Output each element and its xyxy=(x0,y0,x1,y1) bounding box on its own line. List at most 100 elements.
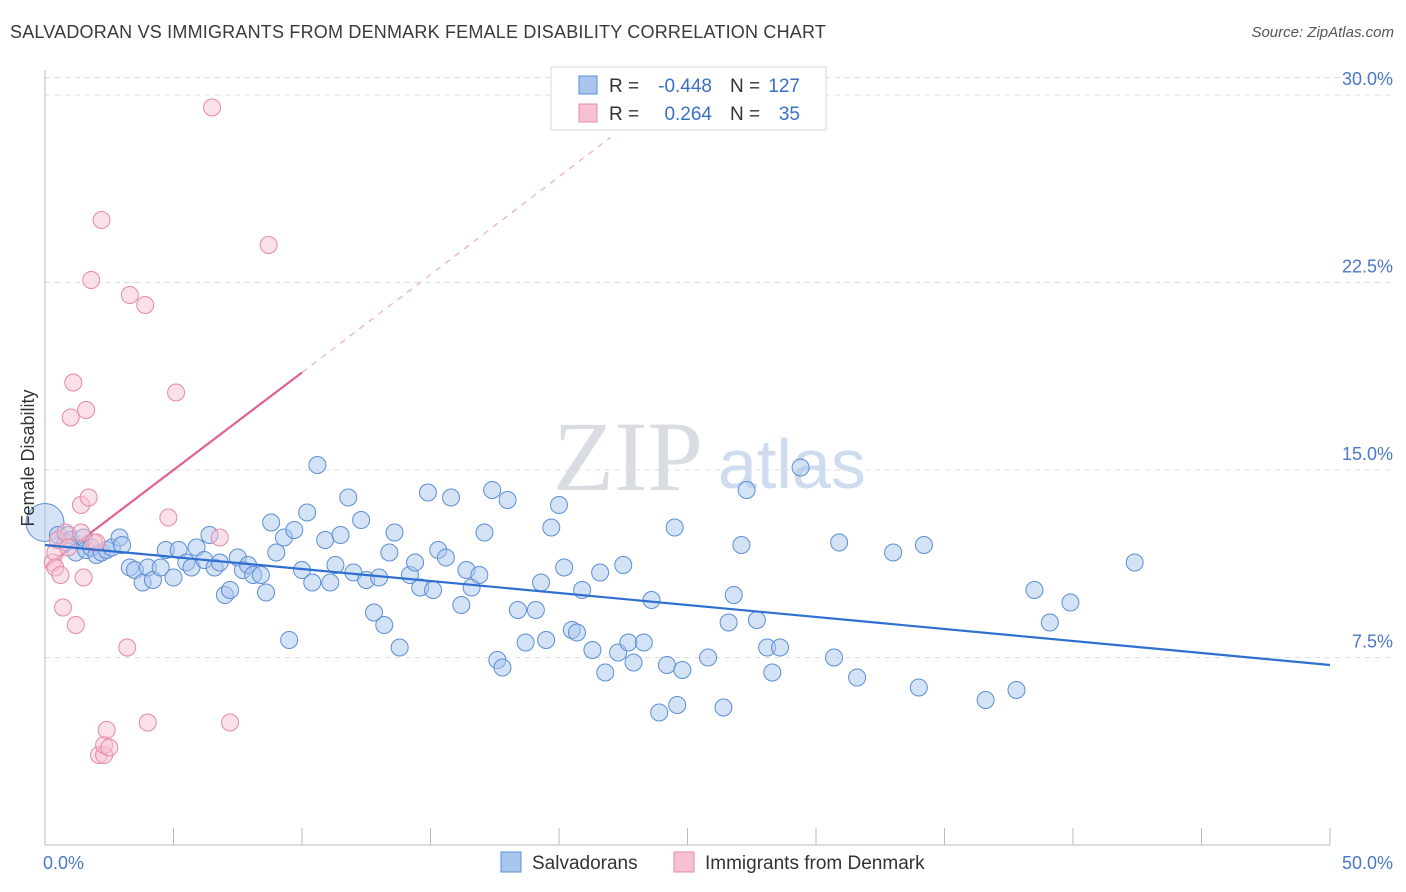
denmark-point-31 xyxy=(203,98,222,117)
salvadoran-point-118 xyxy=(909,678,928,697)
series-legend-pink-swatch xyxy=(673,851,695,873)
denmark-point-14 xyxy=(77,401,96,419)
series-legend: Salvadorans Immigrants from Denmark xyxy=(500,851,925,874)
watermark: ZIP atlas xyxy=(553,401,866,512)
salvadoran-point-86 xyxy=(555,558,574,577)
salvadoran-point-83 xyxy=(537,631,556,649)
salvadoran-point-108 xyxy=(737,481,756,499)
salvadoran-point-39 xyxy=(262,513,281,532)
denmark-point-30 xyxy=(167,383,186,402)
chart-title: SALVADORAN VS IMMIGRANTS FROM DENMARK FE… xyxy=(10,22,827,42)
series-legend-denmark: Immigrants from Denmark xyxy=(705,853,925,874)
salvadoran-point-69 xyxy=(442,488,461,507)
salvadoran-point-20 xyxy=(151,558,170,577)
salvadoran-point-107 xyxy=(732,536,751,554)
salvadoran-point-75 xyxy=(483,481,502,499)
salvadoran-point-104 xyxy=(714,698,733,717)
salvadoran-point-121 xyxy=(1007,681,1026,699)
denmark-point-15 xyxy=(79,488,98,507)
salvadoran-point-95 xyxy=(619,633,638,652)
legend-r-label-2: R = xyxy=(609,104,639,125)
salvadoran-point-43 xyxy=(285,521,304,539)
denmark-point-34 xyxy=(259,236,278,254)
series-legend-blue-swatch xyxy=(500,851,522,873)
y-axis-label: Female Disability xyxy=(18,389,38,526)
salvadoran-point-116 xyxy=(848,668,867,687)
salvadoran-point-60 xyxy=(385,523,404,542)
salvadoran-point-98 xyxy=(650,703,669,722)
legend-blue-swatch xyxy=(578,75,598,95)
salvadoran-point-113 xyxy=(791,458,810,477)
x-tick-label-min: 0.0% xyxy=(43,853,84,873)
y-tick-label-1: 15.0% xyxy=(1342,444,1393,464)
denmark-point-6 xyxy=(56,523,75,542)
denmark-point-18 xyxy=(87,533,106,552)
salvadoran-point-81 xyxy=(526,601,545,619)
denmark-trend-extension xyxy=(301,137,611,373)
salvadoran-point-77 xyxy=(493,658,512,677)
denmark-trend-line xyxy=(44,137,611,569)
denmark-point-8 xyxy=(61,408,80,427)
denmark-point-20 xyxy=(92,211,111,229)
denmark-point-11 xyxy=(71,523,90,542)
salvadoran-point-70 xyxy=(452,596,471,614)
salvadoran-point-114 xyxy=(824,648,843,667)
salvadoran-point-40 xyxy=(267,543,286,562)
salvadoran-point-59 xyxy=(380,543,399,562)
salvadoran-point-38 xyxy=(257,583,276,602)
salvadoran-point-61 xyxy=(390,638,409,657)
salvadoran-point-49 xyxy=(321,573,340,592)
salvadoran-point-111 xyxy=(763,663,782,682)
denmark-point-23 xyxy=(97,721,116,739)
salvadoran-trend-line xyxy=(44,543,1331,667)
salvadoran-point-51 xyxy=(331,526,350,544)
salvadoran-point-100 xyxy=(665,518,684,537)
salvadoran-point-73 xyxy=(470,566,489,584)
salvadoran-trend-segment xyxy=(44,543,1331,667)
watermark-zip: ZIP xyxy=(553,401,703,512)
denmark-point-29 xyxy=(159,508,178,527)
legend-r-value-2: 0.264 xyxy=(664,104,712,125)
salvadoran-point-85 xyxy=(550,496,568,514)
denmark-point-32 xyxy=(210,528,229,547)
x-tick-label-max: 50.0% xyxy=(1342,853,1393,873)
salvadoran-point-80 xyxy=(516,633,535,652)
salvadoran-point-123 xyxy=(1040,613,1059,632)
denmark-point-27 xyxy=(136,296,155,314)
salvadoran-point-74 xyxy=(475,523,494,542)
salvadoran-point-101 xyxy=(668,696,687,714)
salvadoran-point-68 xyxy=(436,548,455,567)
salvadoran-point-120 xyxy=(976,691,995,709)
legend-r-value-1: -0.448 xyxy=(658,76,712,97)
salvadoran-point-88 xyxy=(567,623,586,642)
legend-n-value-1: 127 xyxy=(768,76,800,97)
legend-r-label-1: R = xyxy=(609,76,639,97)
salvadoran-point-99 xyxy=(657,656,676,674)
chart-source: Source: ZipAtlas.com xyxy=(1251,24,1394,41)
salvadoran-point-78 xyxy=(498,491,517,509)
legend-n-label-1: N = xyxy=(730,76,760,97)
salvadoran-point-112 xyxy=(771,638,790,657)
salvadoran-point-109 xyxy=(747,611,766,629)
salvadoran-point-58 xyxy=(375,616,394,634)
y-tick-labels: 7.5% 15.0% 22.5% 30.0% xyxy=(1342,69,1393,652)
denmark-point-12 xyxy=(74,568,93,587)
denmark-point-10 xyxy=(66,616,85,634)
salvadoran-point-84 xyxy=(542,518,561,537)
denmark-point-24 xyxy=(100,738,119,757)
denmark-points xyxy=(43,98,278,764)
denmark-point-33 xyxy=(221,713,240,732)
salvadoran-point-42 xyxy=(280,631,299,649)
salvadoran-point-66 xyxy=(424,581,443,599)
salvadoran-point-106 xyxy=(724,586,743,604)
salvadoran-point-52 xyxy=(339,488,358,507)
salvadoran-point-63 xyxy=(406,553,425,572)
denmark-point-5 xyxy=(53,598,72,617)
salvadoran-point-48 xyxy=(316,531,335,549)
y-tick-label-0: 7.5% xyxy=(1352,632,1393,652)
salvadoran-point-90 xyxy=(583,641,602,659)
legend-n-value-2: 35 xyxy=(779,104,800,125)
salvadoran-point-45 xyxy=(298,503,317,522)
salvadoran-point-50 xyxy=(326,556,345,574)
salvadoran-point-82 xyxy=(532,573,551,592)
